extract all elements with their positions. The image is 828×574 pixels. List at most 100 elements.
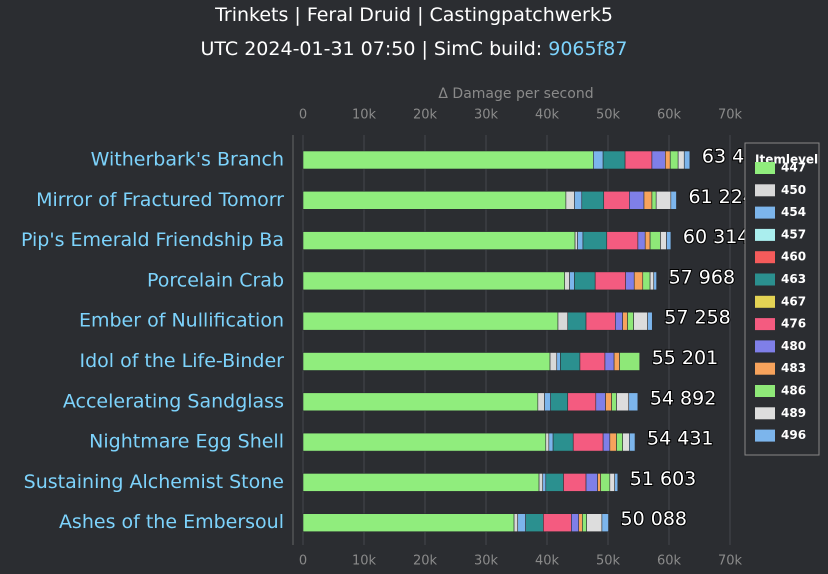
bar-segment — [585, 311, 616, 331]
bar-segment — [683, 150, 691, 170]
bar-segment — [677, 150, 685, 170]
legend-label: 496 — [781, 428, 806, 442]
bar-segment — [545, 473, 564, 492]
x-tick-label-top: 10k — [352, 108, 377, 123]
bar-segment — [629, 432, 636, 452]
bar-segment — [302, 311, 559, 331]
bar-segment — [655, 191, 672, 210]
bar-segment — [649, 231, 661, 250]
legend-label: 454 — [781, 205, 806, 219]
legend-swatch — [755, 429, 775, 442]
x-tick-label-top: 30k — [474, 108, 499, 123]
legend: Itemlevel4474504544574604634674764804834… — [744, 142, 820, 456]
legend-label: 457 — [781, 227, 806, 241]
bar-segment — [597, 473, 601, 492]
legend-swatch — [755, 251, 775, 264]
bar-segment — [302, 231, 576, 250]
legend-swatch — [755, 273, 775, 286]
x-tick-label-top: 40k — [535, 108, 560, 123]
category-label: Porcelain Crab — [147, 269, 284, 291]
bar-segment — [637, 231, 646, 250]
bar-segment — [660, 231, 667, 250]
x-tick-label-bottom: 50k — [596, 554, 621, 569]
legend-swatch — [755, 340, 775, 353]
bar-segment — [556, 352, 561, 371]
bar-segment — [600, 473, 611, 492]
bar-segment — [642, 271, 651, 291]
legend-swatch — [755, 385, 775, 397]
legend-label: 483 — [781, 361, 806, 375]
stack-label: 51 603 — [630, 468, 696, 490]
build-link[interactable]: 9065f87 — [548, 38, 628, 60]
bar-segment — [544, 392, 551, 412]
bar-segment — [571, 513, 580, 533]
legend-label: 450 — [781, 183, 806, 197]
legend-swatch — [755, 162, 775, 174]
x-tick-label-bottom: 40k — [535, 554, 560, 569]
x-tick-label-top: 50k — [596, 108, 621, 123]
x-tick-label-bottom: 0 — [299, 554, 307, 569]
bar-segment — [616, 432, 623, 452]
legend-swatch — [755, 184, 775, 197]
bar-segment — [550, 392, 569, 412]
bar-segment — [525, 513, 544, 533]
category-label: Ember of Nullification — [79, 310, 284, 332]
chart-title: Trinkets | Feral Druid | Castingpatchwer… — [215, 4, 613, 26]
legend-label: 447 — [781, 161, 806, 175]
bar-segment — [577, 231, 584, 250]
bar-segment — [574, 271, 596, 291]
bar-segment — [669, 150, 679, 170]
bar-segment — [586, 513, 603, 533]
bar-segment — [302, 150, 594, 170]
bar-segment — [627, 311, 634, 331]
legend-swatch — [755, 407, 775, 420]
legend-label: 480 — [781, 339, 806, 353]
bar-segment — [651, 191, 657, 210]
bar-segment — [616, 392, 630, 412]
bar-segment — [302, 432, 547, 452]
bar-segment — [629, 191, 645, 210]
bar-segment — [560, 352, 581, 371]
stack-label: 50 088 — [621, 508, 687, 530]
bar-segment — [609, 432, 617, 452]
bar-segment — [585, 473, 598, 492]
bar-segment — [670, 191, 677, 210]
bar-segment — [624, 150, 653, 170]
x-tick-label-top: 70k — [718, 108, 743, 123]
x-tick-label-top: 0 — [299, 108, 307, 123]
bar-segment — [302, 392, 539, 412]
category-label: Pip's Emerald Friendship Ba — [21, 229, 284, 251]
bar-segment — [651, 150, 666, 170]
bar-segment — [302, 513, 515, 533]
bar-segment — [578, 513, 583, 533]
bar-segment — [649, 271, 655, 291]
legend-swatch — [755, 228, 775, 241]
stack-label: 60 314 — [683, 226, 749, 248]
bar-segment — [565, 191, 575, 210]
bar-segment — [564, 271, 570, 291]
bar-segment — [633, 311, 648, 331]
stack-label: 57 968 — [669, 266, 735, 288]
bar-segment — [563, 473, 587, 492]
legend-swatch — [755, 206, 775, 219]
legend-label: 476 — [781, 317, 806, 331]
bar-segment — [513, 513, 519, 533]
bar-segment — [567, 311, 587, 331]
legend-label: 460 — [781, 250, 806, 264]
stack-label: 54 892 — [650, 387, 716, 409]
bar-segment — [549, 352, 558, 371]
bar-segment — [622, 432, 630, 452]
category-label: Nightmare Egg Shell — [89, 431, 284, 453]
legend-swatch — [755, 318, 775, 331]
subtitle-text: UTC 2024-01-31 07:50 | SimC build: — [200, 38, 543, 60]
bar-segment — [602, 150, 626, 170]
bar-segment — [572, 432, 604, 452]
category-label: Idol of the Life-Binder — [79, 350, 284, 372]
legend-label: 463 — [781, 272, 806, 286]
bar-segment — [545, 432, 550, 452]
category-label: Witherbark's Branch — [91, 149, 284, 171]
bar-segment — [633, 271, 644, 291]
axis-title: Δ Damage per second — [438, 86, 593, 102]
category-label: Accelerating Sandglass — [63, 390, 284, 412]
